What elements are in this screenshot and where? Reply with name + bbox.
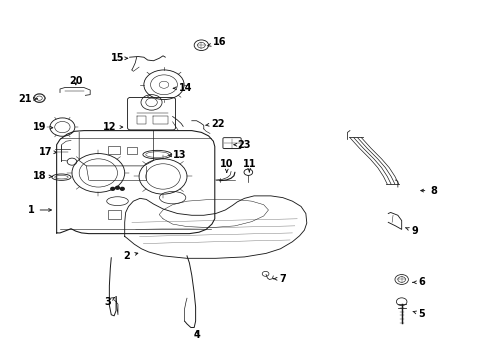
Text: 9: 9 (405, 226, 417, 236)
Circle shape (111, 188, 114, 190)
Text: 5: 5 (412, 309, 425, 319)
Text: 13: 13 (168, 150, 186, 160)
Text: 4: 4 (193, 329, 200, 339)
Text: 23: 23 (234, 140, 251, 150)
Text: 20: 20 (69, 76, 82, 86)
Text: 17: 17 (39, 147, 57, 157)
Text: 10: 10 (220, 159, 233, 172)
Text: 22: 22 (205, 118, 224, 129)
Text: 15: 15 (110, 53, 127, 63)
Text: 7: 7 (273, 274, 285, 284)
Text: 8: 8 (420, 186, 436, 195)
Text: 16: 16 (207, 37, 226, 48)
Text: 21: 21 (18, 94, 37, 104)
Text: 12: 12 (102, 122, 122, 132)
Text: 2: 2 (123, 251, 138, 261)
Text: 6: 6 (412, 277, 425, 287)
Circle shape (120, 188, 124, 190)
Text: 18: 18 (33, 171, 52, 181)
Text: 19: 19 (33, 122, 53, 132)
Text: 1: 1 (28, 205, 51, 215)
Circle shape (115, 186, 119, 189)
Text: 11: 11 (242, 159, 256, 172)
Text: 3: 3 (104, 297, 114, 307)
Text: 14: 14 (173, 83, 192, 93)
